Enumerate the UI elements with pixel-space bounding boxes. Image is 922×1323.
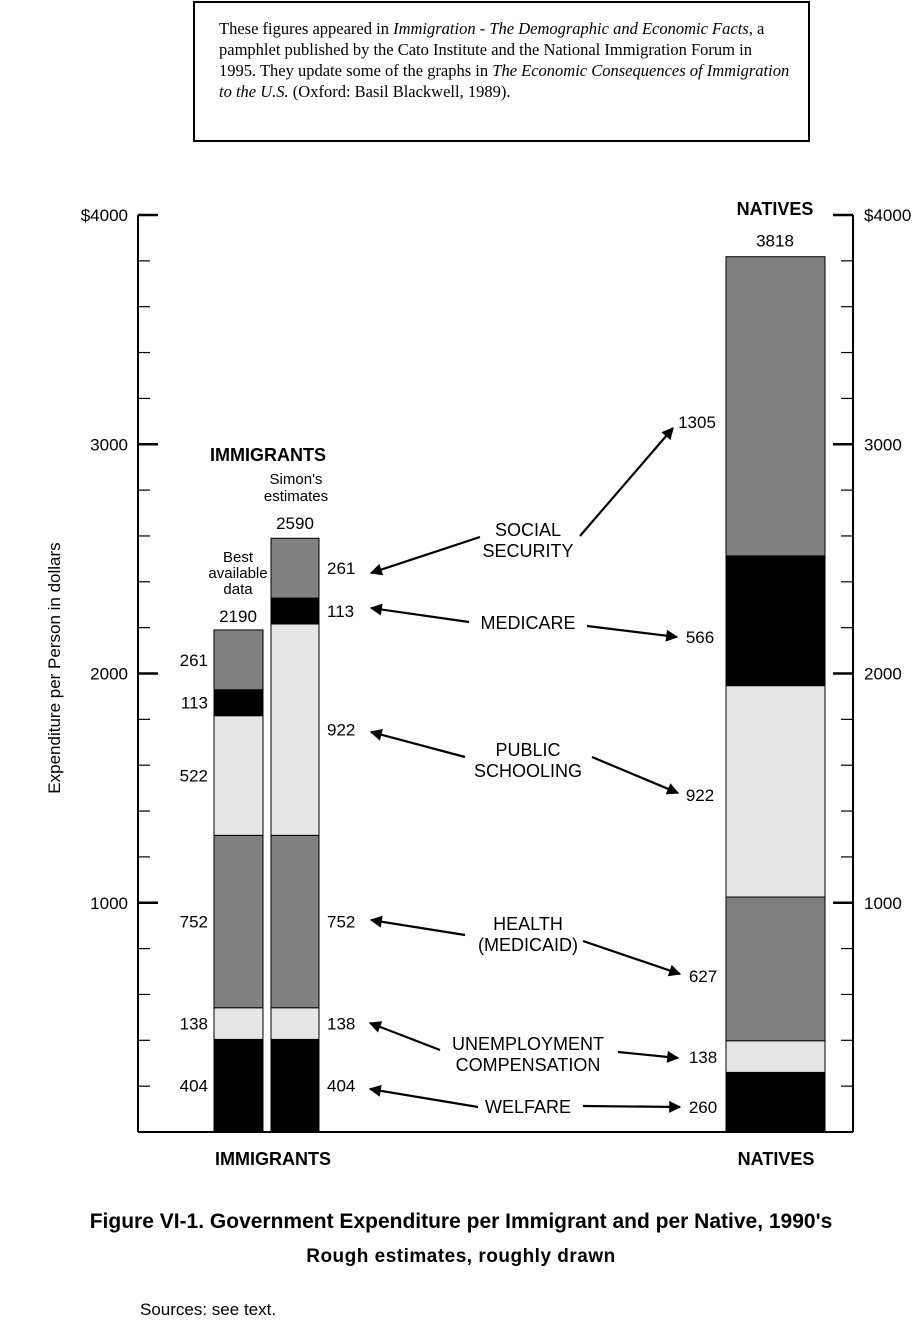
- category-label: SOCIAL SECURITY: [482, 520, 573, 561]
- bar-segment: [725, 896, 826, 1042]
- bar-segment: [725, 1040, 826, 1073]
- category-label: UNEMPLOYMENT COMPENSATION: [452, 1034, 604, 1075]
- source-note: These figures appeared in Immigration - …: [193, 1, 810, 142]
- figure-title: Figure VI-1. Government Expenditure per …: [89, 1210, 833, 1233]
- category-label: HEALTH (MEDICAID): [478, 914, 578, 955]
- bar-segment: [213, 629, 264, 691]
- immigrants-header: IMMIGRANTS: [210, 445, 326, 465]
- total-label: 2190: [219, 607, 257, 626]
- y-tick-label-left: 2000: [90, 665, 128, 684]
- total-label: 3818: [756, 232, 794, 251]
- bar-segment: [725, 685, 826, 898]
- figure-subtitle: Rough estimates, roughly drawn: [306, 1246, 616, 1267]
- bar-segment: [270, 623, 320, 836]
- bar-segment: [270, 537, 320, 599]
- data-label: 261: [180, 651, 208, 670]
- y-tick-label-right: 2000: [864, 665, 902, 684]
- bar-segment: [213, 834, 264, 1009]
- bar-segment: [270, 597, 320, 625]
- data-label: 1305: [678, 413, 716, 432]
- category-label: PUBLIC SCHOOLING: [474, 740, 582, 781]
- y-tick-label-left: 3000: [90, 435, 128, 454]
- data-label: 404: [180, 1077, 208, 1096]
- bar-caption: Simon's estimates: [264, 471, 328, 505]
- arrow-to-natives: [582, 939, 682, 977]
- arrow-to-immigrants: [369, 728, 466, 759]
- natives-group-label: NATIVES: [738, 1149, 815, 1169]
- data-label: 138: [180, 1015, 208, 1034]
- data-label: 113: [181, 694, 208, 713]
- natives-header: NATIVES: [737, 199, 814, 219]
- arrow-to-immigrants: [368, 1021, 441, 1052]
- category-label: MEDICARE: [480, 613, 575, 633]
- y-tick-label-right: $4000: [864, 206, 911, 225]
- data-label: 138: [327, 1015, 355, 1034]
- arrow-to-natives: [582, 1100, 682, 1113]
- sources-note: Sources: see text.: [140, 1300, 277, 1319]
- data-label: 922: [327, 721, 355, 740]
- data-label: 404: [327, 1077, 355, 1096]
- y-tick-label-right: 3000: [864, 435, 902, 454]
- arrow-to-immigrants: [369, 915, 466, 937]
- bar-segment: [270, 1007, 320, 1040]
- y-tick-label-left: 1000: [90, 894, 128, 913]
- bar-segment: [213, 1038, 264, 1133]
- data-label: 261: [327, 559, 355, 578]
- bar-segment: [725, 555, 826, 687]
- data-label: 752: [180, 913, 208, 932]
- bar-segment: [725, 1071, 826, 1133]
- arrow-to-natives: [586, 624, 679, 642]
- bar-segment: [213, 715, 264, 836]
- expenditure-chart: $4000 $4000 3000 3000 2000 2000 1000 1000 Expend…: [45, 199, 911, 1169]
- bar-caption: Best available data: [208, 549, 267, 598]
- data-label: 627: [689, 967, 717, 986]
- data-label: 752: [327, 913, 355, 932]
- data-label: 138: [689, 1048, 717, 1067]
- immigrants-group-label: IMMIGRANTS: [215, 1149, 331, 1169]
- data-label: 522: [180, 767, 208, 786]
- arrow-to-immigrants: [369, 535, 481, 576]
- bar-segment: [213, 689, 264, 717]
- bar-segment: [270, 834, 320, 1009]
- arrow-to-immigrants: [368, 1084, 479, 1109]
- arrow-to-natives: [591, 755, 680, 795]
- data-label: 260: [689, 1098, 717, 1117]
- data-label: 922: [686, 786, 714, 805]
- bar-segment: [270, 1038, 320, 1133]
- y-tick-label-right: 1000: [864, 894, 902, 913]
- data-label: 566: [686, 628, 714, 647]
- bar-segment: [213, 1007, 264, 1040]
- total-label: 2590: [276, 514, 314, 533]
- y-tick-label-left: $4000: [81, 206, 128, 225]
- arrow-to-natives: [579, 427, 674, 537]
- arrow-to-natives: [617, 1050, 680, 1063]
- arrow-to-immigrants: [369, 603, 470, 624]
- bar-segment: [725, 256, 826, 557]
- category-label: WELFARE: [485, 1097, 571, 1117]
- data-label: 113: [327, 602, 354, 621]
- y-axis-label: Expenditure per Person in dollars: [45, 542, 64, 793]
